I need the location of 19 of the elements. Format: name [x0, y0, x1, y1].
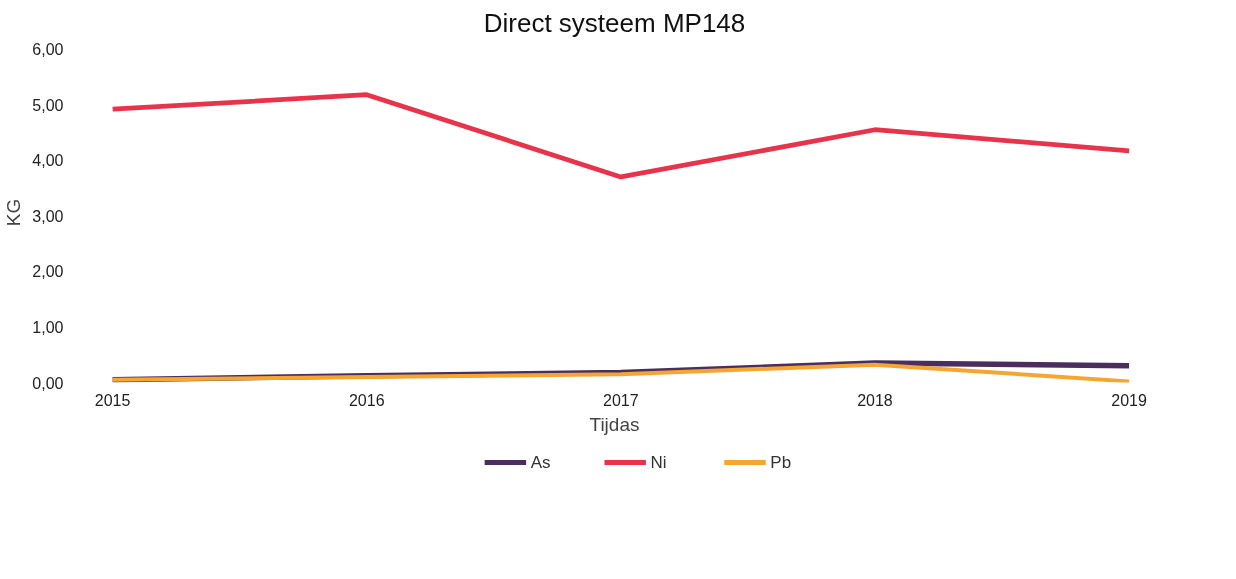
- y-axis-title: KG: [3, 198, 25, 227]
- x-tick-label: 2018: [857, 391, 893, 409]
- x-tick-label: 2015: [94, 391, 131, 409]
- y-tick-label: 5,00: [32, 96, 64, 114]
- line-series: [110, 92, 1132, 180]
- y-tick-label: 1,00: [32, 318, 64, 336]
- y-tick-label: 4,00: [32, 152, 64, 170]
- x-tick-label: 2016: [348, 391, 385, 409]
- chart-title: Direct systeem MP148: [483, 7, 746, 38]
- x-tick-label: 2019: [1111, 391, 1147, 409]
- x-axis-title: Tijdas: [589, 413, 640, 435]
- y-tick-label: 6,00: [32, 41, 64, 59]
- y-tick-label: 3,00: [32, 207, 64, 225]
- legend-label: Ni: [650, 453, 667, 472]
- legend-label: As: [530, 453, 551, 472]
- y-tick-label: 2,00: [32, 263, 64, 281]
- y-tick-label: 0,00: [32, 374, 64, 392]
- legend-label: Pb: [770, 453, 792, 472]
- x-tick-label: 2017: [603, 391, 639, 409]
